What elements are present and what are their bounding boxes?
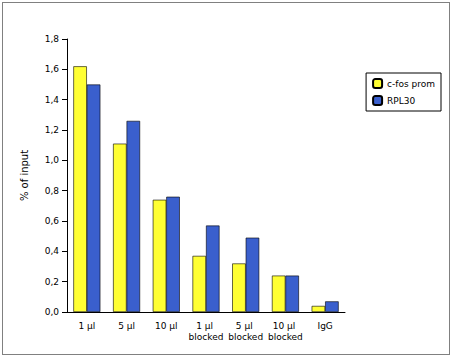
svg-text:0,6: 0,6 (45, 216, 60, 226)
svg-text:1 µl: 1 µl (196, 321, 216, 331)
svg-text:% of input: % of input (19, 150, 30, 201)
svg-text:1,2: 1,2 (45, 125, 59, 135)
svg-text:RPL30: RPL30 (387, 96, 415, 106)
svg-text:1,8: 1,8 (45, 34, 60, 44)
svg-text:IgG: IgG (317, 321, 332, 331)
svg-text:1,4: 1,4 (45, 95, 60, 105)
svg-text:10 µl: 10 µl (273, 321, 298, 331)
svg-text:0,2: 0,2 (45, 277, 59, 287)
svg-text:1,0: 1,0 (45, 155, 60, 165)
svg-text:0,4: 0,4 (45, 246, 60, 256)
svg-text:10 µl: 10 µl (155, 321, 178, 331)
svg-text:0,0: 0,0 (45, 307, 60, 317)
svg-text:1 µl: 1 µl (78, 321, 95, 331)
svg-text:1,6: 1,6 (45, 64, 60, 74)
svg-text:blocked: blocked (228, 332, 263, 342)
svg-text:5 µl: 5 µl (236, 321, 256, 331)
svg-text:blocked: blocked (268, 332, 303, 342)
svg-text:0,8: 0,8 (45, 186, 60, 196)
svg-text:5 µl: 5 µl (118, 321, 135, 331)
svg-text:c-fos prom: c-fos prom (387, 79, 435, 89)
svg-text:blocked: blocked (189, 332, 224, 342)
